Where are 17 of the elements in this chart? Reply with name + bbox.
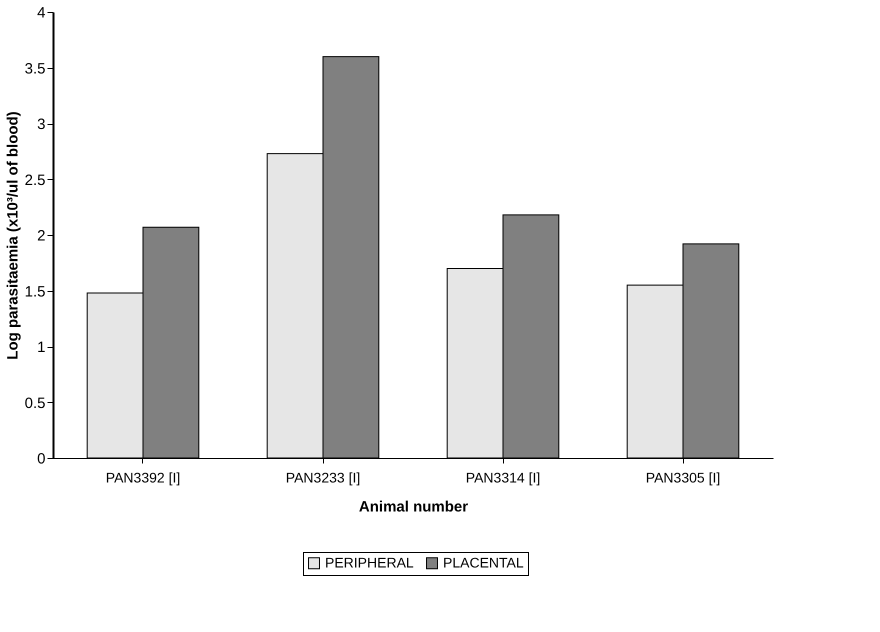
y-axis-title: Log parasitaemia (x10³/ul of blood) <box>4 111 22 360</box>
y-tick-label: 1.5 <box>24 283 46 300</box>
x-axis-title: Animal number <box>358 498 468 516</box>
x-tick-label: PAN3305 [I] <box>646 470 720 486</box>
x-tick-label: PAN3233 [I] <box>286 470 360 486</box>
x-tick-label: PAN3392 [I] <box>106 470 180 486</box>
y-tick-label: 1 <box>37 339 46 356</box>
y-tick-label: 4 <box>37 4 46 22</box>
legend-label: PERIPHERAL <box>325 554 414 570</box>
y-tick-label: 2 <box>37 228 46 244</box>
y-tick-label: 0 <box>37 450 46 468</box>
y-tick-label: 3 <box>37 116 46 133</box>
y-tick-label: 2.5 <box>24 172 46 189</box>
x-tick-label: PAN3314 [I] <box>466 470 540 486</box>
legend-label: PLACENTAL <box>443 554 524 570</box>
y-tick-label: 0.5 <box>24 394 46 412</box>
y-tick-label: 3.5 <box>24 60 46 78</box>
